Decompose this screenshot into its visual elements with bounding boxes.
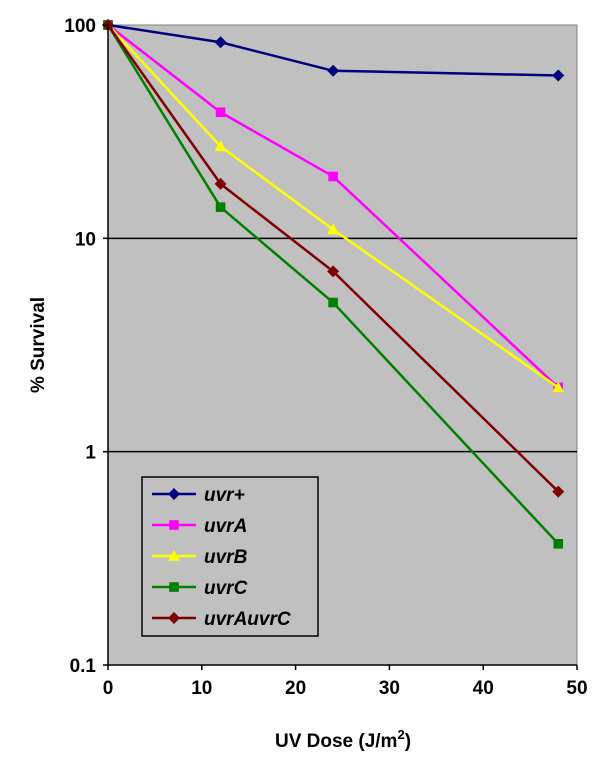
x-tick-label-10: 10 [191, 678, 212, 699]
x-tick-label-20: 20 [285, 678, 306, 699]
legend-swatch-marker-uvra [169, 520, 179, 530]
legend-swatch-marker-uvrc [169, 582, 179, 592]
legend-label-uvrb: uvrB [204, 547, 248, 568]
y-tick-label-1: 1 [85, 443, 96, 464]
point-uvra-12 [216, 107, 226, 117]
x-tick-label-0: 0 [103, 678, 114, 699]
point-uvra-24 [328, 172, 338, 182]
x-tick-label-30: 30 [379, 678, 400, 699]
legend: uvr+ uvrA uvrB uvrC uvrAuvrC [142, 477, 318, 636]
y-tick-label-0.1: 0.1 [70, 656, 97, 677]
legend-label-uvra: uvrA [204, 516, 247, 537]
legend-label-uvrplus: uvr+ [204, 485, 245, 506]
point-uvrc-48 [553, 539, 563, 549]
y-tick-label-10: 10 [75, 229, 96, 250]
legend-label-uvrc: uvrC [204, 578, 248, 599]
x-tick-label-50: 50 [566, 678, 587, 699]
x-axis-title: UV Dose (J/m2) [275, 727, 411, 752]
y-axis-title: % Survival [28, 297, 49, 393]
legend-label-uvrauvrc: uvrAuvrC [204, 609, 291, 630]
y-tick-label-100: 100 [64, 16, 96, 37]
point-uvrc-12 [216, 202, 226, 212]
point-uvrc-24 [328, 298, 338, 308]
x-tick-label-40: 40 [473, 678, 494, 699]
